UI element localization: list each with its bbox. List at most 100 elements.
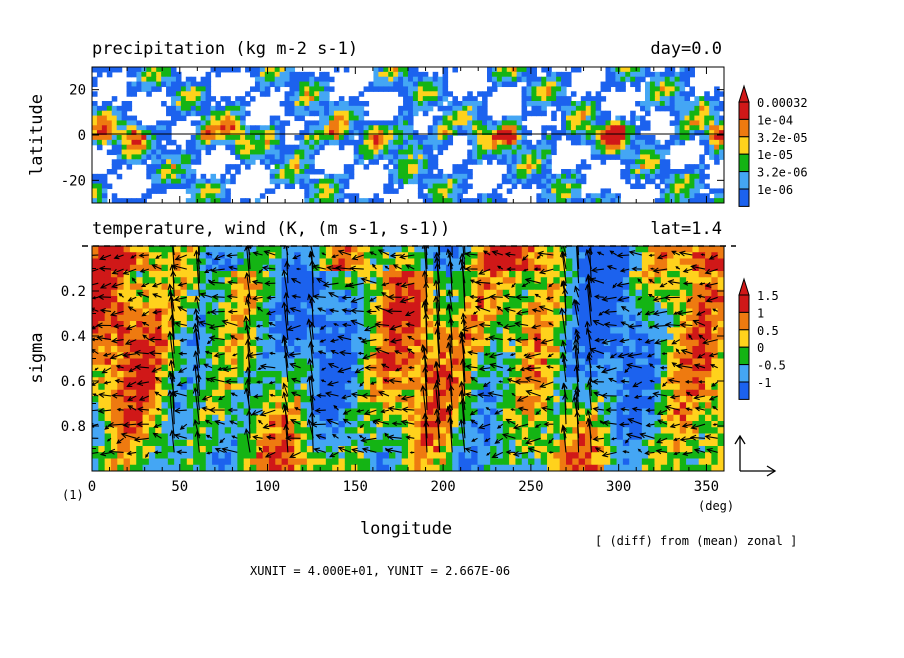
temp-cell [579, 284, 586, 291]
precip-cell [388, 169, 394, 174]
precip-cell [373, 150, 379, 155]
temp-cell [604, 371, 611, 378]
temp-cell [395, 302, 402, 309]
precip-cell [630, 159, 636, 164]
temp-cell [503, 259, 510, 266]
precip-cell [146, 86, 152, 91]
precip-cell [161, 174, 167, 179]
temp-cell [250, 309, 257, 316]
precip-cell [319, 135, 325, 140]
precip-cell [408, 140, 414, 145]
precip-cell [699, 116, 705, 121]
temp-cell [478, 246, 485, 253]
temp-cell [427, 321, 434, 328]
temp-cell [623, 290, 630, 297]
temp-cell [357, 271, 364, 278]
precip-cell [561, 91, 567, 96]
precip-cell [265, 86, 271, 91]
precip-cell [299, 184, 305, 189]
precip-cell [556, 101, 562, 106]
precip-cell [354, 150, 360, 155]
temp-cell [534, 315, 541, 322]
precip-cell [615, 150, 621, 155]
temp-cell [661, 246, 668, 253]
precip-cell [225, 111, 231, 116]
precip-cell [215, 188, 221, 193]
temp-cell [414, 390, 421, 397]
temp-cell [357, 346, 364, 353]
precip-cell [294, 154, 300, 159]
precip-cell [364, 101, 370, 106]
temp-cell [686, 371, 693, 378]
precip-cell [215, 101, 221, 106]
temp-cell [440, 365, 447, 372]
temp-cell [553, 315, 560, 322]
temp-cell [496, 246, 503, 253]
temp-cell [326, 259, 333, 266]
precip-cell [393, 169, 399, 174]
temp-cell [478, 252, 485, 259]
temp-cell [237, 315, 244, 322]
precip-cell [561, 106, 567, 111]
precip-cell [591, 96, 597, 101]
temp-cell [389, 277, 396, 284]
temp-cell [414, 346, 421, 353]
precip-cell [571, 135, 577, 140]
temp-cell [250, 359, 257, 366]
precip-cell [522, 184, 528, 189]
precip-cell [670, 91, 676, 96]
temp-cell [699, 302, 706, 309]
temp-cell [459, 271, 466, 278]
temp-cell [547, 327, 554, 334]
precip-cell [546, 67, 552, 72]
precip-cell [359, 145, 365, 150]
precip-cell [151, 86, 157, 91]
temp-cell [357, 309, 364, 316]
temp-cell [478, 334, 485, 341]
precip-cell [546, 96, 552, 101]
precip-cell [369, 135, 375, 140]
temp-cell [370, 284, 377, 291]
precip-cell [270, 169, 276, 174]
precip-cell [378, 130, 384, 135]
precip-cell [531, 169, 537, 174]
temp-cell [364, 315, 371, 322]
temp-cell [408, 359, 415, 366]
precip-cell [655, 169, 661, 174]
precip-cell [383, 140, 389, 145]
temp-cell [301, 371, 308, 378]
precip-cell [166, 154, 172, 159]
precip-cell [492, 77, 498, 82]
precip-cell [448, 193, 454, 198]
precip-cell [132, 86, 138, 91]
precip-cell [369, 159, 375, 164]
temp-cell [680, 396, 687, 403]
precip-cell [309, 82, 315, 87]
precip-cell [206, 96, 212, 101]
precip-cell [290, 106, 296, 111]
temp-cell [275, 352, 282, 359]
temp-cell [332, 402, 339, 409]
precip-cell [586, 116, 592, 121]
precip-cell [522, 159, 528, 164]
precip-cell [206, 184, 212, 189]
precip-cell [196, 140, 202, 145]
temp-cell [301, 384, 308, 391]
precip-cell [423, 174, 429, 179]
precip-cell [250, 86, 256, 91]
temp-cell [661, 315, 668, 322]
precip-title: precipitation (kg m-2 s-1) [92, 39, 358, 59]
precip-cell [620, 174, 626, 179]
precip-cell [304, 125, 310, 130]
precip-cell [220, 184, 226, 189]
temp-cell [440, 321, 447, 328]
temp-cell [174, 315, 181, 322]
temp-cell [617, 384, 624, 391]
temp-cell [654, 315, 661, 322]
temp-cell [162, 290, 169, 297]
precip-cell [645, 169, 651, 174]
temp-cell [636, 284, 643, 291]
temp-cell [503, 371, 510, 378]
precip-cell [378, 135, 384, 140]
precip-cell [650, 159, 656, 164]
